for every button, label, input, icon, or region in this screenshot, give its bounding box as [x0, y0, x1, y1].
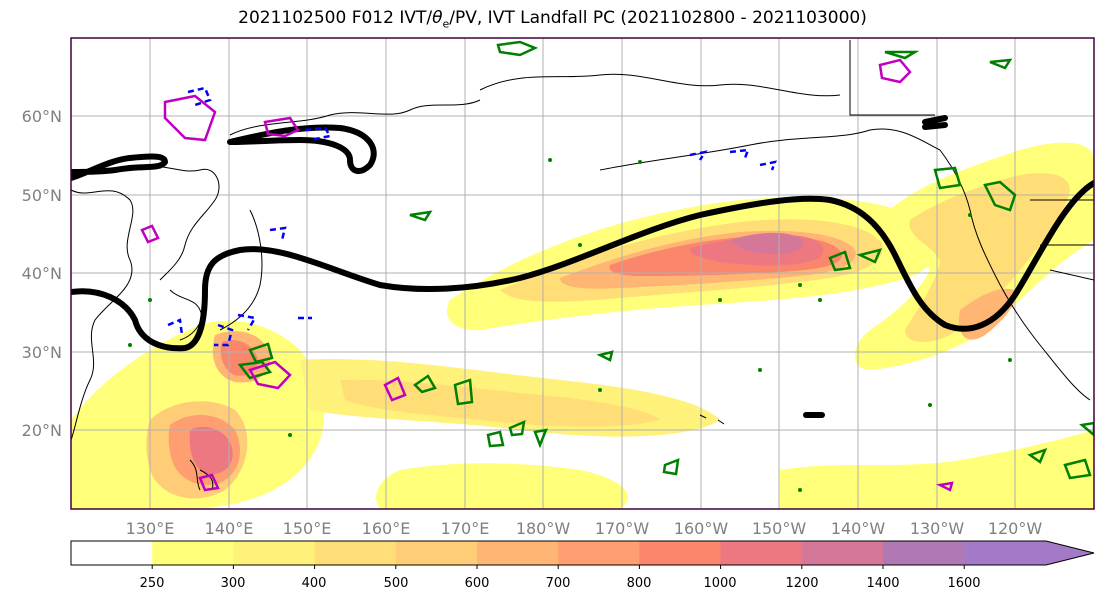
lat-tick-label: 40°N — [22, 264, 62, 283]
colorbar-tick-label: 500 — [384, 576, 409, 591]
colorbar-tick-label: 300 — [221, 576, 246, 591]
pv-magenta-contours — [140, 58, 954, 492]
pv-green-contours — [237, 40, 1094, 480]
colorbar-segment — [883, 541, 965, 565]
title-main: 2021102500 F012 IVT/ — [238, 8, 433, 28]
lon-tick-label: 180°W — [516, 519, 571, 538]
lon-tick-label: 130°W — [910, 519, 965, 538]
title-rest: /PV, IVT Landfall PC (2021102800 - 20211… — [449, 8, 867, 28]
colorbar-segments — [71, 541, 1094, 565]
colorbar-tick-label: 1400 — [866, 576, 899, 591]
lon-tick-label: 170°W — [595, 519, 650, 538]
colorbar-segment — [801, 541, 884, 565]
colorbar-segment — [314, 541, 397, 565]
lon-tick-label: 170°E — [441, 519, 490, 538]
colorbar-segment — [233, 541, 316, 565]
colorbar-tick-labels: 250 300 400 500 600 700 800 1000 1200 14… — [140, 576, 981, 591]
gridlines — [71, 38, 1094, 509]
lon-tick-label: 150°E — [283, 519, 332, 538]
pv-specks — [128, 158, 1012, 492]
lon-tick-label: 130°E — [126, 519, 175, 538]
colorbar-segment — [558, 541, 640, 565]
colorbar-segment — [720, 541, 803, 565]
colorbar-segment — [152, 541, 234, 565]
colorbar-tick-label: 800 — [627, 576, 652, 591]
lat-tick-labels: 60°N 50°N 40°N 30°N 20°N — [22, 107, 62, 440]
colorbar-segment — [964, 541, 1094, 565]
colorbar-tick-label: 250 — [140, 576, 165, 591]
colorbar-segment — [71, 541, 153, 565]
lon-tick-label: 160°E — [362, 519, 411, 538]
colorbar-tick-label: 700 — [546, 576, 571, 591]
lon-tick-labels: 130°E 140°E 150°E 160°E 170°E 180°W 170°… — [126, 519, 1043, 538]
lon-tick-label: 120°W — [988, 519, 1043, 538]
lat-tick-label: 50°N — [22, 186, 62, 205]
lat-tick-label: 30°N — [22, 343, 62, 362]
map-frame — [70, 37, 1095, 510]
theta-e-contours — [71, 115, 1094, 418]
lat-tick-label: 60°N — [22, 107, 62, 126]
colorbar-tick-label: 400 — [302, 576, 327, 591]
lon-tick-label: 140°W — [831, 519, 886, 538]
colorbar-tick-label: 1000 — [703, 576, 736, 591]
colorbar-ticks — [151, 565, 965, 569]
colorbar-frame — [70, 540, 1095, 566]
pv-blue-contours — [167, 86, 777, 347]
title-theta: θ — [432, 8, 443, 28]
coastlines — [71, 40, 1094, 491]
lon-tick-label: 140°E — [205, 519, 254, 538]
colorbar-segment — [639, 541, 722, 565]
title-theta-subscript: e — [442, 17, 450, 31]
colorbar-segment — [477, 541, 559, 565]
map-panel — [71, 38, 1094, 509]
ivt-shading — [71, 142, 1094, 509]
colorbar-tick-label: 1200 — [785, 576, 818, 591]
colorbar: 250 300 400 500 600 700 800 1000 1200 14… — [70, 540, 1095, 591]
lat-tick-label: 20°N — [22, 421, 62, 440]
colorbar-tick-label: 600 — [465, 576, 490, 591]
lon-tick-label: 160°W — [674, 519, 729, 538]
colorbar-segment — [395, 541, 478, 565]
lon-tick-label: 150°W — [752, 519, 807, 538]
colorbar-tick-label: 1600 — [947, 576, 980, 591]
figure-title: 2021102500 F012 IVT/θe/PV, IVT Landfall … — [0, 8, 1105, 30]
